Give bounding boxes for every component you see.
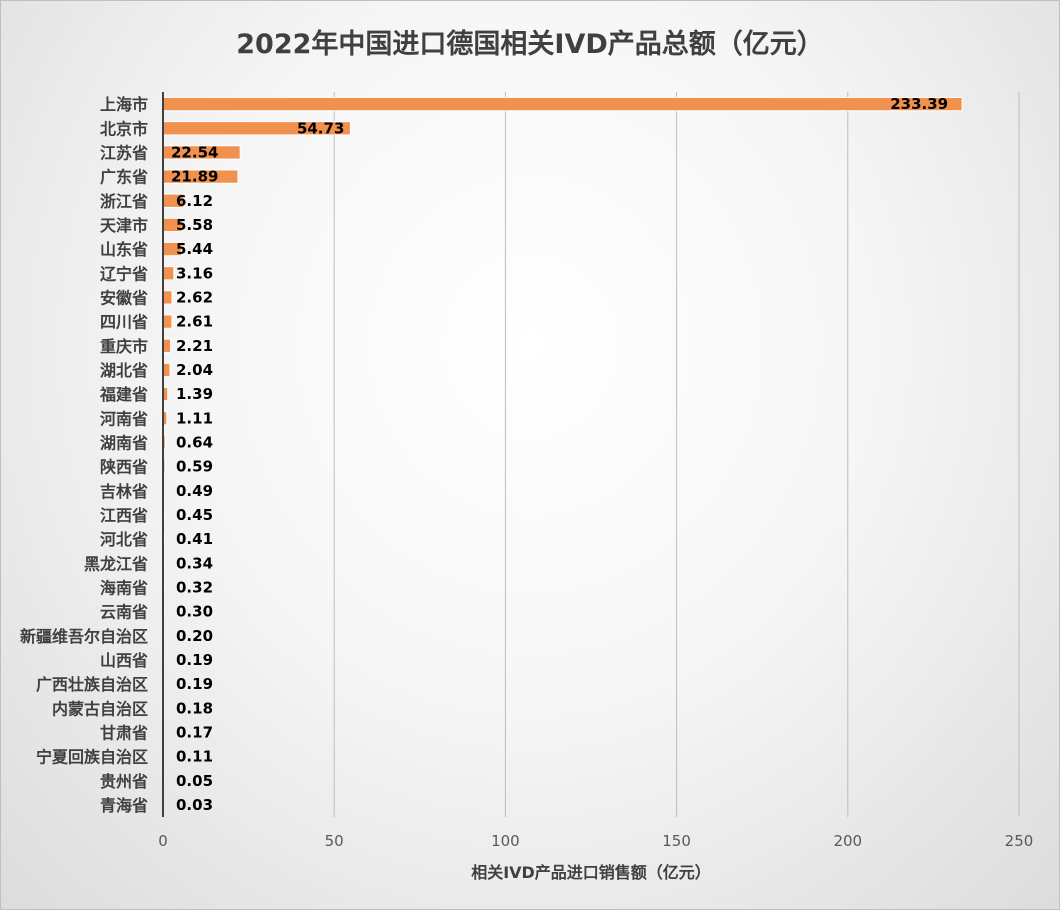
bar <box>162 338 172 353</box>
x-tick-label: 50 <box>325 832 344 850</box>
value-label: 0.11 <box>176 748 213 766</box>
category-label: 河南省 <box>100 409 148 428</box>
value-label: 0.20 <box>176 627 213 645</box>
category-label: 贵州省 <box>100 772 148 791</box>
category-label: 广东省 <box>100 168 148 187</box>
category-label: 云南省 <box>100 603 148 622</box>
value-label: 0.30 <box>176 603 213 621</box>
x-tick-label: 250 <box>1005 832 1034 850</box>
value-label: 21.89 <box>171 168 218 186</box>
category-label: 天津市 <box>100 216 148 235</box>
category-label: 山东省 <box>100 240 148 259</box>
x-tick-label: 150 <box>662 832 691 850</box>
value-label: 2.61 <box>176 313 213 331</box>
category-label: 重庆市 <box>100 337 148 356</box>
value-label: 0.32 <box>176 578 213 596</box>
category-label: 江西省 <box>100 506 148 525</box>
value-label: 0.59 <box>176 458 213 476</box>
category-label: 辽宁省 <box>100 264 148 283</box>
value-label: 22.54 <box>171 143 218 161</box>
category-label: 新疆维吾尔自治区 <box>20 627 148 646</box>
x-axis-label: 相关IVD产品进口销售额（亿元） <box>471 863 711 882</box>
value-label: 0.45 <box>176 506 213 524</box>
value-label: 6.12 <box>176 192 213 210</box>
category-label: 广西壮族自治区 <box>36 675 148 694</box>
category-label: 陕西省 <box>100 458 148 477</box>
category-label: 内蒙古自治区 <box>52 699 148 718</box>
category-label: 河北省 <box>100 530 148 549</box>
category-label: 海南省 <box>100 578 148 597</box>
bar <box>162 362 171 378</box>
value-label: 2.04 <box>176 361 213 379</box>
value-label: 5.58 <box>176 216 213 234</box>
category-labels: 上海市北京市江苏省广东省浙江省天津市山东省辽宁省安徽省四川省重庆市湖北省福建省河… <box>20 95 148 815</box>
value-labels: 233.39 54.73 22.54 21.89 6.12 5.58 5.44 3.16 2.6… <box>171 95 948 814</box>
value-label: 0.64 <box>176 433 213 451</box>
value-label: 3.16 <box>176 264 213 282</box>
bar <box>162 290 173 305</box>
category-label: 福建省 <box>99 385 148 404</box>
x-tick-label: 0 <box>158 832 168 850</box>
x-tick-labels: 0 50 100 150 200 250 <box>158 832 1033 850</box>
value-label: 2.21 <box>176 337 213 355</box>
value-label: 0.17 <box>176 723 213 741</box>
category-label: 黑龙江省 <box>84 554 148 573</box>
value-label: 0.41 <box>176 530 213 548</box>
value-label: 0.19 <box>176 675 213 693</box>
x-tick-label: 100 <box>491 832 520 850</box>
value-label: 0.49 <box>176 482 213 500</box>
value-label: 0.19 <box>176 651 213 669</box>
category-label: 湖南省 <box>100 433 148 452</box>
value-label: 233.39 <box>890 95 948 113</box>
category-label: 湖北省 <box>100 361 148 380</box>
category-label: 江苏省 <box>100 143 148 162</box>
value-label: 0.34 <box>176 554 213 572</box>
category-label: 宁夏回族自治区 <box>36 748 148 767</box>
bars <box>162 96 963 813</box>
bar <box>162 314 173 329</box>
value-label: 54.73 <box>297 119 344 137</box>
category-label: 上海市 <box>100 95 148 114</box>
gridlines <box>333 92 1020 817</box>
category-label: 甘肃省 <box>100 723 148 742</box>
value-label: 5.44 <box>176 240 213 258</box>
category-label: 山西省 <box>100 651 148 670</box>
category-label: 吉林省 <box>100 482 148 501</box>
bar <box>162 266 175 281</box>
value-label: 0.03 <box>176 796 213 814</box>
category-label: 四川省 <box>100 313 148 332</box>
value-label: 1.11 <box>176 409 213 427</box>
chart-title: 2022年中国进口德国相关IVD产品总额（亿元） <box>236 29 824 60</box>
category-label: 浙江省 <box>100 192 148 211</box>
category-label: 北京市 <box>100 119 148 138</box>
value-label: 0.18 <box>176 699 213 717</box>
bar <box>162 96 963 112</box>
category-label: 安徽省 <box>100 288 148 307</box>
x-tick-label: 200 <box>833 832 862 850</box>
value-label: 0.05 <box>176 772 213 790</box>
value-label: 1.39 <box>176 385 213 403</box>
category-label: 青海省 <box>100 796 148 815</box>
value-label: 2.62 <box>176 288 213 306</box>
